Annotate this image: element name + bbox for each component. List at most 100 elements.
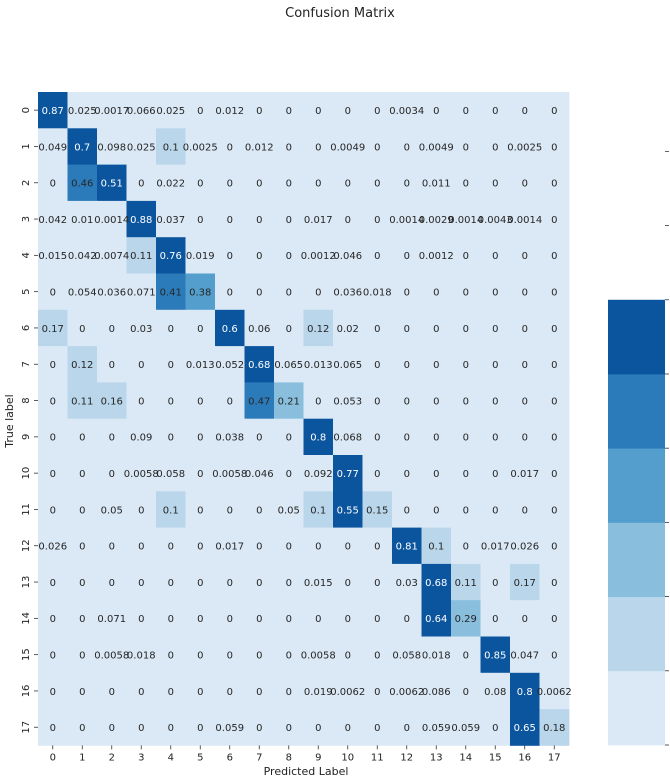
cell-value-label: 0.046 [333,251,362,262]
heatmap-cell [480,273,511,311]
cell-value-label: 0 [138,578,144,589]
heatmap-cell [333,237,363,274]
heatmap-cell [303,128,334,165]
heatmap-cell [38,600,68,637]
heatmap-cell [392,491,422,528]
heatmap-cell [539,709,570,746]
cell-value-label: 0.38 [189,287,211,298]
heatmap-cell [38,309,68,347]
cell-value-label: 0 [492,142,498,153]
cell-value-label: 0 [168,578,174,589]
cell-value-label: 0 [197,723,203,734]
heatmap-cell [274,164,304,202]
heatmap-cell [126,200,157,238]
cell-value-label: 0.026 [38,542,67,553]
heatmap-cell [421,92,452,129]
x-tick-label: 13 [430,752,443,763]
heatmap-cell [215,600,245,637]
heatmap-cell [303,273,334,311]
y-tick-label: 6 [21,325,32,331]
colorbar-segment [608,373,665,449]
heatmap-cell [244,346,275,383]
heatmap-cell [274,672,304,710]
heatmap-cell [510,346,540,383]
heatmap-cell [215,237,245,274]
x-tick-label: 0 [50,752,56,763]
cell-value-label: 0 [345,578,351,589]
cell-value-label: 0 [404,396,410,407]
heatmap-cell [333,346,363,383]
heatmap-cell [215,92,245,129]
heatmap-cell [126,455,157,492]
colorbar-segment [608,448,665,523]
heatmap-cell [333,709,363,746]
cell-value-label: 0.022 [156,179,185,190]
cell-value-label: 0.12 [307,324,329,335]
heatmap-cell [539,382,570,420]
heatmap-cell [451,164,481,202]
cell-value-label: 0 [286,650,292,661]
cell-value-label: 0 [463,687,469,698]
cell-value-label: 0 [404,360,410,371]
heatmap-cell [392,273,422,311]
y-axis-label: True label [3,394,16,448]
cell-value-label: 0 [286,179,292,190]
heatmap-cell [156,128,186,165]
heatmap-cell [333,200,363,238]
cell-value-label: 0 [168,723,174,734]
cell-value-label: 0 [404,469,410,480]
y-tick-label: 5 [21,288,32,294]
cell-value-label: 0.059 [451,723,480,734]
cell-value-label: 0 [50,469,56,480]
heatmap-cell [97,128,127,165]
cell-value-label: 0.1 [310,505,326,516]
heatmap-cell [38,709,68,746]
cell-value-label: 0 [197,215,203,226]
cell-value-label: 0 [374,542,380,553]
x-tick-label: 9 [315,752,321,763]
cell-value-label: 0 [345,723,351,734]
cell-value-label: 0.053 [333,396,362,407]
cell-value-label: 0 [168,324,174,335]
heatmap-cell [97,636,127,674]
cell-value-label: 0 [168,360,174,371]
cell-value-label: 0 [315,287,321,298]
cell-value-label: 0 [404,723,410,734]
cell-value-label: 0 [286,142,292,153]
heatmap-cell [421,128,452,165]
heatmap-cell [480,237,511,274]
y-tick-label: 13 [21,576,32,589]
cell-value-label: 0 [374,106,380,117]
cell-value-label: 0 [79,650,85,661]
y-tick-label: 9 [21,434,32,440]
cell-value-label: 0 [79,542,85,553]
cell-value-label: 0 [345,106,351,117]
heatmap-cell [421,636,452,674]
heatmap-cell [303,527,334,565]
cell-value-label: 0.0058 [94,650,129,661]
heatmap-cell [38,527,68,565]
heatmap-cell [274,563,304,601]
x-tick-label: 1 [79,752,85,763]
heatmap-cell [244,527,275,565]
heatmap-cell [38,563,68,601]
cell-value-label: 0.0062 [330,687,365,698]
heatmap-cell [333,128,363,165]
heatmap-cell [480,672,511,710]
cell-value-label: 0.013 [186,360,215,371]
x-tick-label: 16 [518,752,531,763]
heatmap-cell [303,200,334,238]
heatmap-cell [185,418,216,456]
heatmap-cell [451,455,481,492]
heatmap-cell [510,709,540,746]
cell-value-label: 0 [345,179,351,190]
cell-value-label: 0 [463,287,469,298]
heatmap-cell [215,709,245,746]
cell-value-label: 0 [227,215,233,226]
colorbar-segment [608,522,665,597]
heatmap-cell [510,527,540,565]
heatmap-cell [303,418,334,456]
heatmap-cell [126,709,157,746]
cell-value-label: 0.018 [422,650,451,661]
